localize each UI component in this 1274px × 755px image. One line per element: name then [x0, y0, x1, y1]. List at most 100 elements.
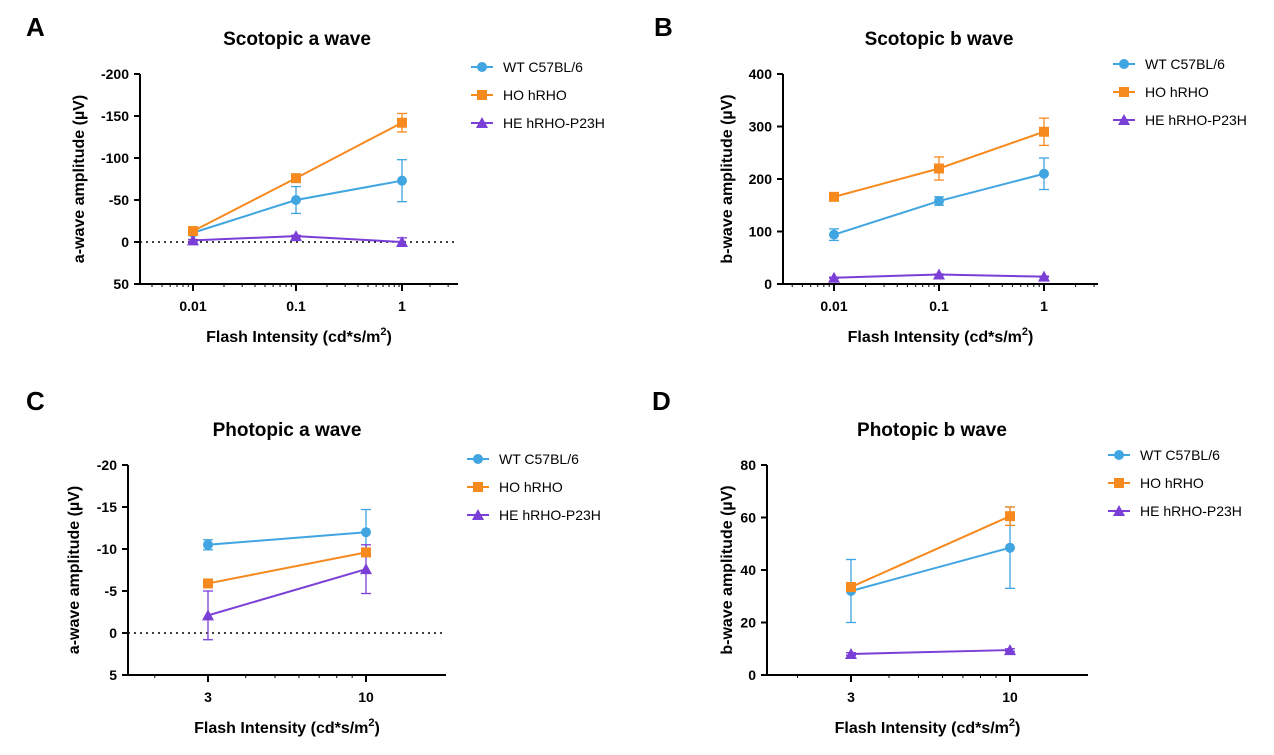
x-tick-label: 10	[1002, 689, 1018, 705]
data-point	[1038, 270, 1050, 282]
legend-marker	[473, 482, 483, 492]
legend-item-ho-hrho: HO hRHO	[467, 479, 563, 495]
y-tick-label: 5	[109, 667, 117, 683]
y-tick-label: 40	[740, 562, 756, 578]
data-point	[828, 271, 840, 283]
data-point	[846, 582, 856, 593]
data-point	[202, 609, 214, 621]
y-tick-label: -5	[105, 583, 118, 599]
legend-item-ho-hrho: HO hRHO	[1113, 84, 1209, 100]
y-tick-label: 400	[749, 66, 773, 82]
y-tick-label: 50	[113, 276, 129, 292]
legend-label: HO hRHO	[1145, 84, 1209, 100]
legend: WT C57BL/6 HO hRHO HE hRHO-P23H	[467, 451, 601, 523]
data-point	[360, 563, 372, 575]
series-line	[207, 568, 367, 617]
legend-item-ho-hrho: HO hRHO	[1108, 475, 1204, 491]
series-wt-c57bl-6	[188, 159, 407, 238]
legend-item-ho-hrho: HO hRHO	[471, 87, 567, 103]
legend-item-he-hrho-p23h: HE hRHO-P23H	[467, 507, 601, 523]
series-he-hrho-p23h	[202, 544, 372, 641]
y-tick-label: 300	[749, 119, 773, 135]
data-point	[203, 578, 213, 589]
series-ho-hrho	[188, 112, 407, 237]
y-tick-label: 20	[740, 615, 756, 631]
legend-label: WT C57BL/6	[503, 59, 583, 75]
data-point	[934, 163, 944, 174]
series-line	[850, 649, 1011, 655]
chart-panel-a: A Scotopic a wave -200 -150 -100 -50 0 50 0.01 0.…	[26, 12, 605, 346]
series-wt-c57bl-6	[829, 157, 1049, 242]
legend-label: HE hRHO-P23H	[1145, 112, 1247, 128]
y-tick-label: 200	[749, 171, 773, 187]
chart-title: Photopic b wave	[857, 420, 1007, 441]
x-tick-label: 1	[1040, 298, 1048, 314]
legend: WT C57BL/6 HO hRHO HE hRHO-P23H	[1108, 447, 1242, 519]
data-point	[1005, 542, 1015, 553]
data-point	[361, 527, 371, 538]
chart-panel-d: D Photopic b wave 0 20 40 60 80 3 10 Flash Intens…	[652, 386, 1242, 737]
x-tick-label: 1	[398, 298, 406, 314]
x-axis-label: Flash Intensity (cd*s/m2)	[206, 326, 392, 346]
y-axis-label: a-wave amplitude (µV)	[71, 95, 88, 263]
y-tick-label: -15	[97, 499, 117, 515]
data-point	[187, 234, 199, 246]
y-tick-label: 0	[748, 667, 756, 683]
data-point	[933, 268, 945, 280]
series-line	[850, 515, 1011, 588]
y-tick-label: -200	[101, 66, 129, 82]
legend-marker	[1118, 114, 1130, 125]
legend-marker	[476, 117, 488, 128]
data-point	[1039, 126, 1049, 137]
legend-label: WT C57BL/6	[1140, 447, 1220, 463]
series-he-hrho-p23h	[187, 230, 408, 247]
x-axis-label: Flash Intensity (cd*s/m2)	[194, 717, 380, 737]
x-tick-label: 0.1	[929, 298, 949, 314]
y-tick-label: 0	[121, 234, 129, 250]
y-axis-label: b-wave amplitude (µV)	[719, 485, 736, 654]
chart-title: Scotopic b wave	[865, 29, 1014, 50]
panel-label: B	[654, 12, 673, 42]
data-point	[396, 236, 408, 247]
data-point	[291, 195, 301, 205]
data-point	[291, 173, 301, 184]
x-tick-label: 3	[847, 689, 855, 705]
x-tick-label: 3	[204, 689, 212, 705]
data-point	[829, 229, 839, 240]
data-point	[1039, 168, 1049, 179]
chart-title: Scotopic a wave	[223, 29, 371, 50]
series-he-hrho-p23h	[828, 268, 1050, 283]
series-line	[850, 546, 1011, 592]
series-ho-hrho	[203, 547, 371, 589]
y-tick-label: 80	[740, 457, 756, 473]
legend-label: HO hRHO	[1140, 475, 1204, 491]
series-line	[207, 531, 367, 546]
data-point	[397, 117, 407, 128]
chart-title: Photopic a wave	[213, 420, 362, 441]
legend-label: HE hRHO-P23H	[503, 115, 605, 131]
data-point	[188, 226, 198, 237]
y-tick-label: -20	[97, 457, 117, 473]
x-axis-label: Flash Intensity (cd*s/m2)	[848, 326, 1034, 346]
data-point	[934, 196, 944, 207]
chart-panel-b: B Scotopic b wave 0 100 200 300 400 0.01 0.1 1 Fla…	[654, 12, 1247, 346]
series-ho-hrho	[829, 117, 1049, 202]
legend-marker	[472, 509, 484, 520]
legend-item-he-hrho-p23h: HE hRHO-P23H	[1113, 112, 1247, 128]
legend-item-wt-c57bl-6: WT C57BL/6	[1113, 56, 1225, 72]
chart-panel-c: C Photopic a wave -20 -15 -10 -5 0 5 3 10 Flash In…	[26, 386, 601, 737]
x-tick-label: 0.01	[820, 298, 847, 314]
y-axis-label: a-wave amplitude (µV)	[66, 486, 83, 654]
data-point	[361, 547, 371, 558]
y-tick-label: 0	[109, 625, 117, 641]
x-tick-label: 10	[358, 689, 374, 705]
data-point	[203, 539, 213, 550]
y-tick-label: 60	[740, 510, 756, 526]
y-tick-label: 100	[749, 224, 773, 240]
legend-label: WT C57BL/6	[499, 451, 579, 467]
panel-label: C	[26, 386, 45, 416]
legend-marker	[1119, 87, 1129, 97]
legend-label: HE hRHO-P23H	[1140, 503, 1242, 519]
legend: WT C57BL/6 HO hRHO HE hRHO-P23H	[1113, 56, 1247, 128]
